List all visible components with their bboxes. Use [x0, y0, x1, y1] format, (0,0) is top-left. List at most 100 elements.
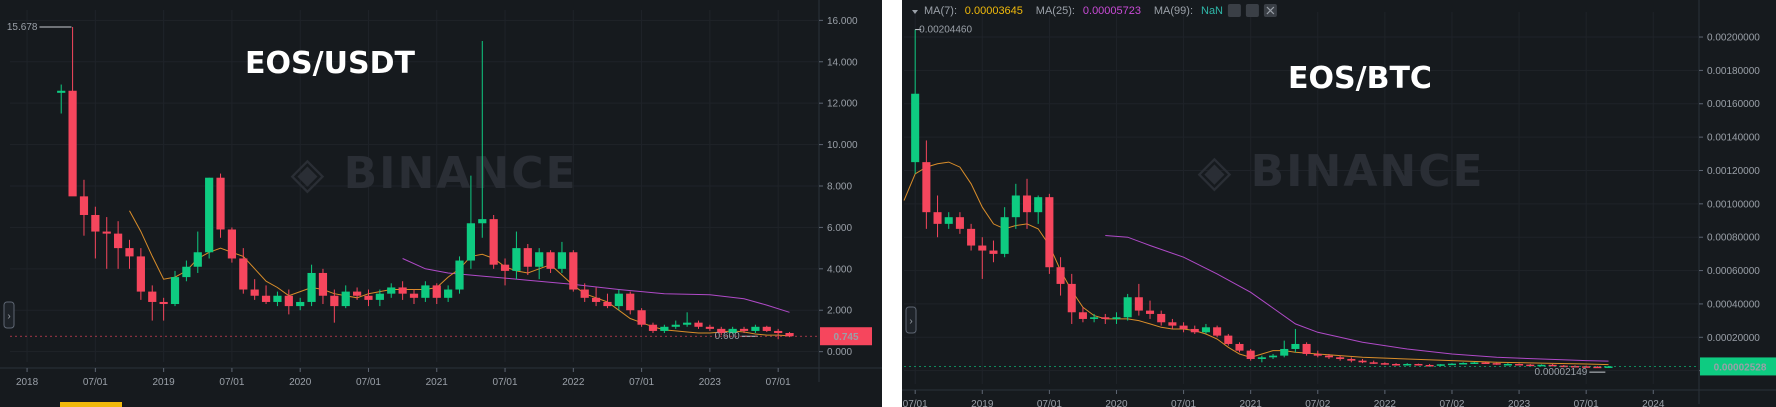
candle-body	[375, 293, 384, 300]
low-marker-label: 0.00002149	[1535, 367, 1588, 378]
candle-body	[1559, 365, 1568, 368]
legend-name: MA(99):	[1154, 5, 1193, 17]
candle-body	[1090, 317, 1099, 319]
x-tick-label: 2022	[1374, 399, 1397, 407]
chart-title: EOS/USDT	[245, 46, 415, 81]
candle-body	[1157, 313, 1166, 323]
candle-body	[1179, 325, 1188, 329]
scroll-handle	[905, 306, 917, 334]
candle-body	[1168, 322, 1177, 326]
candle-body	[318, 272, 328, 296]
candle-body	[489, 219, 498, 265]
y-tick-label: 6.000	[827, 223, 852, 234]
ma7-line	[903, 161, 1609, 366]
x-tick-label: 2024	[1642, 399, 1665, 407]
candle-body	[1392, 363, 1401, 366]
candle-body	[626, 293, 635, 311]
candle-body	[307, 272, 316, 302]
last-price-label: 0.745	[833, 332, 858, 343]
legend-name: MA(7):	[924, 5, 957, 17]
candle-body	[1447, 363, 1456, 366]
scroll-arrow-icon: ›	[909, 316, 912, 327]
candle-body	[967, 228, 976, 246]
candle-body	[922, 162, 931, 213]
y-tick-label: 14.000	[827, 57, 858, 68]
candle-body	[159, 301, 168, 305]
last-price-tag	[820, 327, 872, 346]
candle-body	[546, 252, 555, 269]
candle-body	[1492, 363, 1501, 365]
eos-btc-chart: ◈ BINANCE EOS/BTC 0.00204460 0.00002149 0.00…	[902, 0, 1776, 407]
candle-body	[1425, 364, 1434, 367]
candle-body	[1034, 197, 1043, 213]
candle-body	[728, 328, 737, 334]
candle-body	[57, 90, 66, 93]
x-tick-label: 2023	[699, 377, 722, 388]
candle-body	[762, 326, 771, 331]
candle-body	[1134, 297, 1143, 311]
y-tick-label: 0.00020000	[1707, 333, 1760, 344]
y-tick-label: 0.00140000	[1707, 133, 1760, 144]
candle-body	[1414, 363, 1423, 366]
candle-body	[330, 295, 339, 307]
candle-body	[227, 229, 237, 259]
candle-body	[1067, 283, 1076, 313]
legend-value: 0.00005723	[1083, 5, 1141, 17]
x-tick-label: 07/02	[1305, 399, 1330, 407]
candle-body	[557, 252, 567, 269]
candle-body	[91, 214, 100, 232]
candle-body	[660, 326, 669, 331]
y-tick-label: 0.00080000	[1707, 233, 1760, 244]
candle-body	[216, 177, 225, 230]
candle-body	[1313, 353, 1322, 356]
y-tick-label: 12.000	[827, 99, 858, 110]
candle-body	[911, 93, 920, 163]
candle-body	[136, 256, 145, 292]
ma25-line	[1105, 235, 1609, 362]
scroll-handle	[3, 301, 15, 329]
candle-body	[1213, 327, 1222, 336]
candle-body	[1347, 358, 1356, 361]
candle-body	[239, 258, 248, 290]
last-price-tag	[1700, 357, 1776, 376]
candle-body	[1526, 364, 1535, 367]
candle-body	[774, 330, 783, 334]
legend-eye-icon	[1227, 4, 1241, 17]
candle-body	[273, 295, 282, 302]
y-tick-label: 0.00040000	[1707, 299, 1760, 310]
candle-body	[1246, 350, 1255, 359]
legend-value: NaN	[1201, 5, 1223, 17]
candle-body	[409, 293, 419, 298]
legend-value: 0.00003645	[965, 5, 1023, 17]
x-tick-label: 07/01	[766, 377, 791, 388]
candle-body	[717, 328, 726, 334]
candle-body	[1324, 355, 1333, 358]
watermark-text: ◈ BINANCE	[1197, 146, 1484, 197]
candle-body	[648, 324, 658, 331]
candle-body	[1548, 364, 1557, 367]
candle-body	[1459, 362, 1468, 365]
candle-body	[1380, 363, 1389, 365]
x-tick-label: 07/01	[629, 377, 654, 388]
candle-body	[1302, 343, 1311, 354]
candle-body	[637, 310, 646, 325]
chart-title: EOS/BTC	[1288, 61, 1432, 96]
x-tick-label: 07/01	[493, 377, 518, 388]
candle-body	[671, 324, 680, 327]
x-tick-label: 07/01	[356, 377, 381, 388]
x-tick-label: 07/01	[83, 377, 108, 388]
candle-body	[68, 90, 77, 197]
candle-body	[1291, 343, 1300, 349]
candle-body	[250, 289, 259, 296]
high-marker-label: 15.678	[7, 22, 38, 33]
candle-body	[466, 223, 475, 261]
candle-body	[1470, 362, 1479, 364]
y-tick-label: 0.00160000	[1707, 99, 1760, 110]
candle-body	[79, 196, 89, 215]
candle-body	[1000, 217, 1009, 254]
candle-body	[1503, 363, 1512, 366]
x-tick-label: 07/01	[1171, 399, 1196, 407]
y-tick-label: 16.000	[827, 16, 858, 27]
candle-body	[421, 285, 430, 298]
y-tick-label: 0.000	[827, 347, 852, 358]
